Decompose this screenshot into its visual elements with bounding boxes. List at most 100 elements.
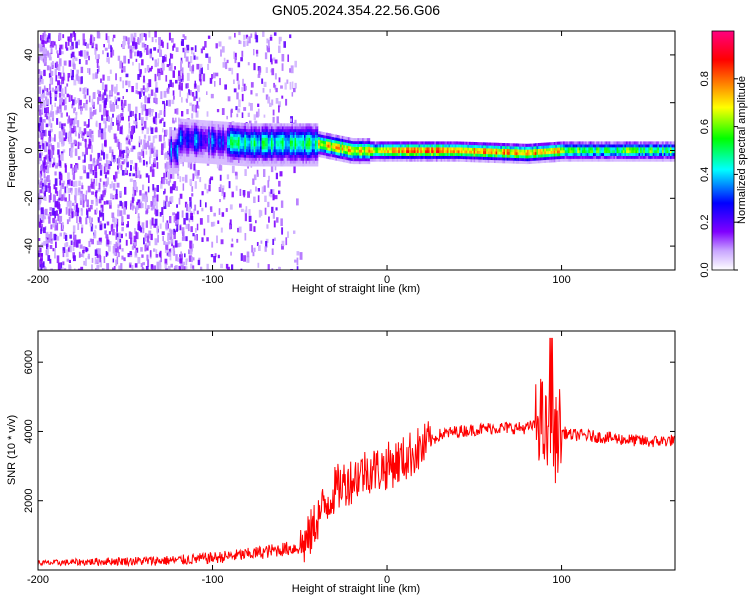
- spectrogram-noise-cell: [160, 91, 163, 99]
- spectrogram-ridge-cell: [282, 163, 284, 167]
- spectrogram-ridge-cell: [297, 154, 300, 158]
- spectrogram-noise-cell: [248, 209, 251, 216]
- spectrogram-noise-cell: [162, 128, 164, 133]
- spectrogram-noise-cell: [253, 247, 256, 252]
- spectrogram-noise-cell: [165, 178, 168, 184]
- spectrogram-ridge-cell: [271, 160, 273, 164]
- spectrogram-noise-cell: [38, 200, 42, 205]
- spectrogram-ridge-cell: [354, 143, 356, 147]
- spectrogram-noise-cell: [151, 264, 153, 268]
- spectrogram-ridge-cell: [238, 154, 240, 158]
- spectrogram-ridge-cell: [544, 159, 547, 163]
- spectrogram-ridge-cell: [277, 157, 280, 161]
- spectrogram-noise-cell: [231, 238, 234, 242]
- spectrogram-ridge-cell: [435, 155, 438, 159]
- spectrogram-ridge-cell: [176, 150, 179, 154]
- spectrogram-ridge-cell: [571, 150, 573, 154]
- spectrogram-ridge-cell: [396, 147, 399, 151]
- spectrogram-noise-cell: [276, 217, 279, 223]
- spectrogram-ridge-cell: [605, 158, 608, 162]
- spectrogram-noise-cell: [118, 240, 121, 246]
- spectrogram-ridge-cell: [183, 141, 185, 145]
- spectrogram-ridge-cell: [597, 144, 600, 148]
- spectrogram-ridge-cell: [274, 123, 276, 127]
- spectrogram-noise-cell: [155, 97, 158, 105]
- spectrogram-noise-cell: [219, 199, 221, 203]
- spectrogram-noise-cell: [126, 214, 130, 219]
- spectrogram-ridge-cell: [351, 143, 353, 147]
- spectrogram-noise-cell: [156, 185, 159, 192]
- spectrogram-ridge-cell: [283, 137, 286, 141]
- spectrogram-noise-cell: [162, 100, 165, 105]
- spectrogram-ridge-cell: [319, 134, 322, 138]
- spectrogram-ridge-cell: [197, 119, 199, 123]
- spectrogram-ridge-cell: [205, 137, 207, 141]
- spectrogram-ridge-cell: [234, 125, 237, 129]
- spectrogram-ridge-cell: [494, 154, 496, 158]
- spectrogram-ridge-cell: [179, 127, 182, 131]
- spectrogram-ridge-cell: [260, 154, 262, 158]
- spectrogram-ridge-cell: [294, 160, 297, 164]
- spectrogram-ridge-cell: [337, 143, 339, 147]
- spectrogram-ridge-cell: [437, 141, 440, 145]
- spectrogram-ridge-cell: [539, 148, 542, 152]
- spectrogram-noise-cell: [179, 242, 182, 247]
- spectrogram-ridge-cell: [201, 145, 204, 149]
- spectrogram-ridge-cell: [214, 135, 217, 139]
- spectrogram-noise-cell: [213, 212, 216, 217]
- spectrogram-ridge-cell: [172, 162, 174, 166]
- spectrogram-noise-cell: [82, 250, 85, 254]
- spectrogram-noise-cell: [112, 34, 116, 39]
- spectrogram-ridge-cell: [352, 138, 355, 142]
- spectrogram-ridge-cell: [307, 140, 309, 144]
- spectrogram-ridge-cell: [446, 152, 449, 156]
- spectrogram-noise-cell: [116, 256, 119, 265]
- spectrogram-noise-cell: [41, 35, 44, 39]
- spectrogram-noise-cell: [95, 43, 98, 48]
- spectrogram-ridge-cell: [494, 145, 496, 149]
- spectrogram-noise-cell: [243, 107, 247, 111]
- spectrogram-noise-cell: [38, 267, 41, 270]
- spectrogram-ridge-cell: [272, 163, 275, 167]
- spectrogram-noise-cell: [103, 184, 105, 192]
- spectrogram-ridge-cell: [181, 138, 184, 142]
- spectrogram-ridge-cell: [439, 155, 441, 159]
- spectrogram-noise-cell: [120, 263, 123, 270]
- spectrogram-ridge-cell: [571, 155, 573, 159]
- spectrogram-ridge-cell: [206, 160, 209, 164]
- spectrogram-ridge-cell: [377, 155, 380, 159]
- spectrogram-ridge-cell: [296, 129, 298, 133]
- spectrogram-noise-cell: [44, 165, 48, 170]
- spectrogram-ridge-cell: [396, 141, 399, 145]
- spectrogram-noise-cell: [71, 51, 75, 58]
- spectrogram-ridge-cell: [520, 152, 523, 156]
- spectrogram-ridge-cell: [247, 137, 250, 141]
- spectrogram-noise-cell: [138, 136, 141, 143]
- spectrogram-ridge-cell: [401, 155, 404, 159]
- spectrogram-ridge-cell: [179, 147, 182, 151]
- spectrogram-noise-cell: [98, 239, 102, 245]
- spectrogram-ridge-cell: [266, 149, 269, 153]
- spectrogram-noise-cell: [139, 51, 142, 58]
- spectrogram-noise-cell: [194, 204, 197, 211]
- spectrogram-ridge-cell: [307, 134, 309, 138]
- spectrogram-ridge-cell: [486, 151, 488, 155]
- spectrogram-noise-cell: [59, 209, 62, 214]
- spectrogram-ridge-cell: [228, 153, 231, 157]
- spectrogram-ridge-cell: [173, 133, 176, 137]
- spectrogram-noise-cell: [52, 147, 55, 155]
- spectrogram-ridge-cell: [263, 143, 265, 147]
- spectrogram-ridge-cell: [503, 151, 506, 155]
- spectrogram-ridge-cell: [338, 138, 341, 142]
- spectrogram-ridge-cell: [297, 157, 300, 161]
- spectrogram-ridge-cell: [310, 157, 313, 161]
- spectrogram-ridge-cell: [484, 145, 487, 149]
- spectrogram-ridge-cell: [437, 158, 440, 162]
- spectrogram-ridge-cell: [512, 154, 515, 158]
- spectrogram-ridge-cell: [255, 163, 258, 167]
- spectrogram-ridge-cell: [542, 145, 545, 149]
- spectrogram-ridge-cell: [289, 143, 292, 147]
- spectrogram-ridge-cell: [523, 155, 526, 159]
- spectrogram-ridge-cell: [556, 144, 559, 148]
- spectrogram-noise-cell: [253, 196, 256, 203]
